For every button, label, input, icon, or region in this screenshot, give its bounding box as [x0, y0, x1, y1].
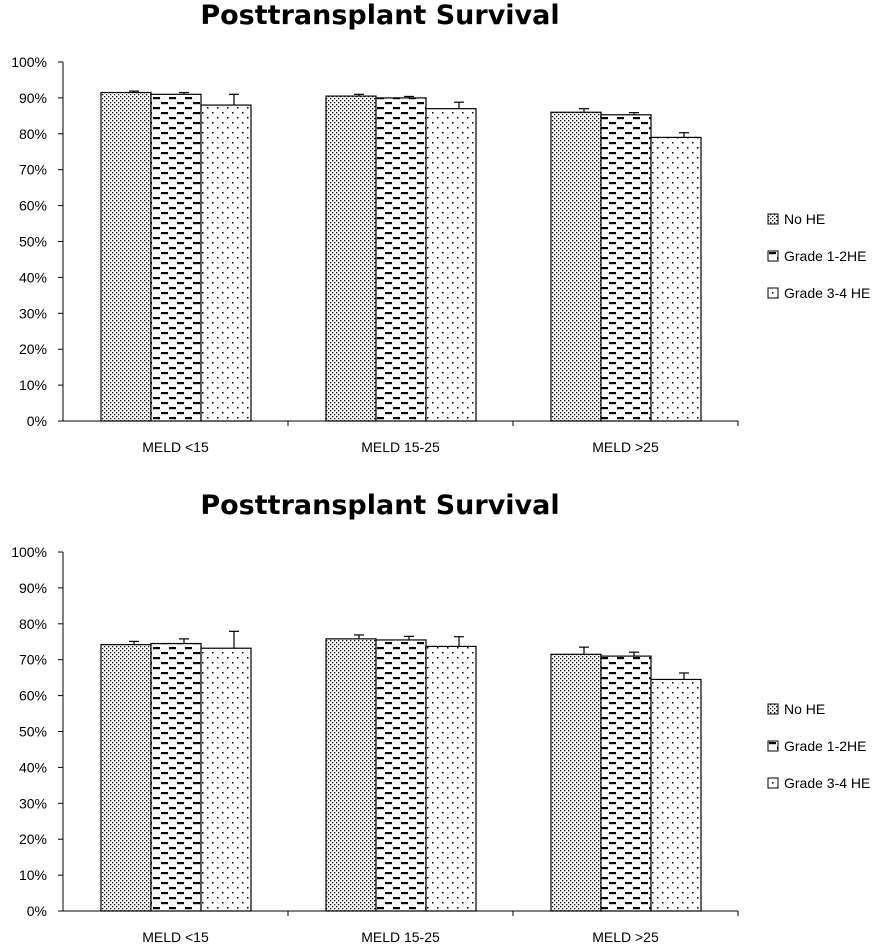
error-bar-no-he-meld-15-25: [354, 93, 364, 97]
y-tick-label: 20%: [19, 831, 47, 847]
error-bar-grade-1-2he-meld-15-25: [404, 635, 414, 640]
error-bar-grade-3-4-he-meld-15-25: [454, 636, 464, 647]
error-bar-no-he-meld-15: [129, 90, 139, 93]
x-category-label: MELD <15: [142, 929, 209, 945]
legend-label: No HE: [784, 701, 825, 717]
legend-label: Grade 3-4 HE: [784, 775, 870, 791]
bar-grade-3-4-he-meld-15: [200, 647, 252, 912]
bar-chart-svg: 0% 10% 20% 30% 40% 50% 60% 70% 80% 90% 100% MELD <1…: [11, 544, 870, 945]
bar-no-he-meld-15: [100, 91, 152, 422]
y-tick-label: 50%: [19, 724, 47, 740]
bar-no-he-meld-15-25: [325, 95, 377, 422]
legend-item: Grade 1-2HE: [767, 738, 866, 754]
y-tick-label: 60%: [19, 688, 47, 704]
bar-chart-svg: 0% 10% 20% 30% 40% 50% 60% 70% 80% 90% 100% MELD <1…: [11, 54, 870, 455]
error-bar-no-he-meld-25: [579, 646, 589, 655]
bar-grade-1-2he-meld-15: [150, 642, 202, 912]
legend-swatch-grade-1-2he: [767, 250, 779, 262]
legend-label: Grade 3-4 HE: [784, 285, 870, 301]
y-tick-label: 40%: [19, 759, 47, 775]
legend: No HE Grade 1-2HE Grade 3-4 HE: [767, 701, 870, 791]
legend: No HE Grade 1-2HE Grade 3-4 HE: [767, 211, 870, 301]
bar-no-he-meld-15: [100, 644, 152, 912]
x-category-label: MELD 15-25: [361, 439, 440, 455]
y-tick-label: 30%: [19, 305, 47, 321]
y-tick-label: 100%: [11, 54, 47, 70]
y-tick-label: 80%: [19, 126, 47, 142]
bar-no-he-meld-25: [550, 111, 602, 422]
error-bar-grade-1-2he-meld-15: [179, 91, 189, 95]
y-tick-label: 10%: [19, 377, 47, 393]
error-bar-grade-3-4-he-meld-15: [229, 630, 239, 649]
legend-swatch-grade-3-4-he: [767, 287, 779, 299]
bar-grade-1-2he-meld-15: [150, 93, 202, 422]
bar-grade-1-2he-meld-25: [600, 114, 652, 422]
y-tick-label: 70%: [19, 162, 47, 178]
x-category-label: MELD >25: [592, 929, 659, 945]
y-tick-label: 40%: [19, 269, 47, 285]
legend-item: No HE: [767, 211, 825, 227]
chart-title: Posttransplant Survival: [200, 490, 560, 521]
bar-grade-1-2he-meld-25: [600, 655, 652, 912]
chart-panel-2: Posttransplant Survival 0% 10% 20% 30% 40% 50%…: [0, 490, 893, 948]
error-bar-no-he-meld-15: [129, 640, 139, 645]
bar-grade-3-4-he-meld-25: [650, 136, 702, 422]
legend-label: No HE: [784, 211, 825, 227]
y-tick-label: 90%: [19, 580, 47, 596]
error-bar-grade-3-4-he-meld-25: [679, 672, 689, 680]
y-tick-label: 80%: [19, 616, 47, 632]
legend-label: Grade 1-2HE: [784, 738, 866, 754]
legend-swatch-grade-1-2he: [767, 740, 779, 752]
x-category-label: MELD <15: [142, 439, 209, 455]
bar-no-he-meld-25: [550, 653, 602, 912]
y-tick-label: 10%: [19, 867, 47, 883]
y-tick-label: 50%: [19, 234, 47, 250]
chart-panel-1: Posttransplant Survival 0% 10% 20% 30% 40% 50%…: [0, 0, 893, 458]
legend-swatch-no-he: [767, 213, 779, 225]
legend-label: Grade 1-2HE: [784, 248, 866, 264]
error-bar-grade-1-2he-meld-15-25: [404, 95, 414, 98]
error-bar-no-he-meld-15-25: [354, 634, 364, 639]
legend-swatch-grade-3-4-he: [767, 777, 779, 789]
chart-title: Posttransplant Survival: [200, 0, 560, 31]
bar-grade-1-2he-meld-15-25: [375, 639, 427, 912]
legend-item: Grade 3-4 HE: [767, 775, 870, 791]
bar-grade-3-4-he-meld-15-25: [425, 645, 477, 912]
error-bar-grade-1-2he-meld-25: [629, 651, 639, 657]
x-category-label: MELD 15-25: [361, 929, 440, 945]
legend-item: Grade 3-4 HE: [767, 285, 870, 301]
y-tick-label: 60%: [19, 198, 47, 214]
y-tick-label: 20%: [19, 341, 47, 357]
bar-grade-3-4-he-meld-15-25: [425, 108, 477, 422]
y-tick-label: 0%: [27, 413, 47, 429]
bar-grade-3-4-he-meld-25: [650, 678, 702, 912]
bar-grade-1-2he-meld-15-25: [375, 97, 427, 422]
legend-item: Grade 1-2HE: [767, 248, 866, 264]
error-bar-no-he-meld-25: [579, 108, 589, 113]
bar-grade-3-4-he-meld-15: [200, 104, 252, 422]
y-tick-label: 0%: [27, 903, 47, 919]
error-bar-grade-3-4-he-meld-15-25: [454, 101, 464, 109]
legend-swatch-no-he: [767, 703, 779, 715]
y-tick-label: 70%: [19, 652, 47, 668]
y-tick-label: 30%: [19, 795, 47, 811]
error-bar-grade-1-2he-meld-15: [179, 638, 189, 644]
error-bar-grade-1-2he-meld-25: [629, 112, 639, 115]
error-bar-grade-3-4-he-meld-15: [229, 93, 239, 106]
x-category-label: MELD >25: [592, 439, 659, 455]
error-bar-grade-3-4-he-meld-25: [679, 132, 689, 138]
bar-no-he-meld-15-25: [325, 638, 377, 912]
y-tick-label: 90%: [19, 90, 47, 106]
y-tick-label: 100%: [11, 544, 47, 560]
legend-item: No HE: [767, 701, 825, 717]
